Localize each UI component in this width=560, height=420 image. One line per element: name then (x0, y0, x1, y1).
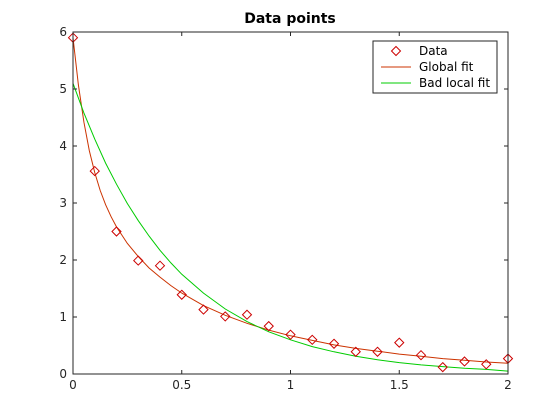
data-point (198, 304, 209, 315)
data-point (263, 320, 274, 332)
data-point (350, 346, 361, 357)
legend-label-0: Data (419, 44, 448, 58)
legend-label-1: Global fit (419, 60, 474, 74)
data-point (415, 349, 427, 361)
x-tick-label: 0.5 (172, 378, 191, 392)
y-tick-label: 3 (59, 196, 67, 210)
y-tick-label: 1 (59, 310, 67, 324)
x-tick-label: 0 (69, 378, 77, 392)
data-point (133, 255, 144, 266)
x-tick-label: 1 (287, 378, 295, 392)
legend: Data Global fit Bad local fit (372, 40, 498, 94)
data-point (328, 338, 340, 349)
series-line-2 (72, 83, 509, 372)
x-tick-label: 1.5 (390, 378, 409, 392)
data-point (241, 309, 253, 320)
data-point (154, 260, 166, 271)
data-point (111, 226, 122, 237)
legend-marker-0 (390, 45, 402, 57)
y-tick-label: 6 (59, 25, 67, 39)
data-point (220, 311, 231, 322)
data-point (285, 329, 296, 340)
data-point (394, 337, 405, 348)
legend-label-2: Bad local fit (419, 76, 490, 90)
y-tick-label: 0 (59, 367, 67, 381)
data-point (481, 359, 492, 370)
data-point (176, 289, 187, 300)
data-point (459, 356, 470, 367)
chart-title: Data points (244, 11, 336, 27)
data-point (437, 361, 448, 373)
data-point (372, 346, 383, 357)
data-point (89, 165, 100, 177)
axis-ticks: 0 0.5 1 1.5 2 0 1 2 3 4 5 6 (59, 25, 511, 392)
series-line-1 (72, 37, 509, 364)
plot-area (67, 32, 514, 373)
y-tick-label: 2 (59, 253, 67, 267)
x-tick-label: 2 (504, 378, 512, 392)
data-point (307, 334, 318, 346)
y-tick-label: 5 (59, 82, 67, 96)
y-tick-label: 4 (59, 139, 67, 153)
